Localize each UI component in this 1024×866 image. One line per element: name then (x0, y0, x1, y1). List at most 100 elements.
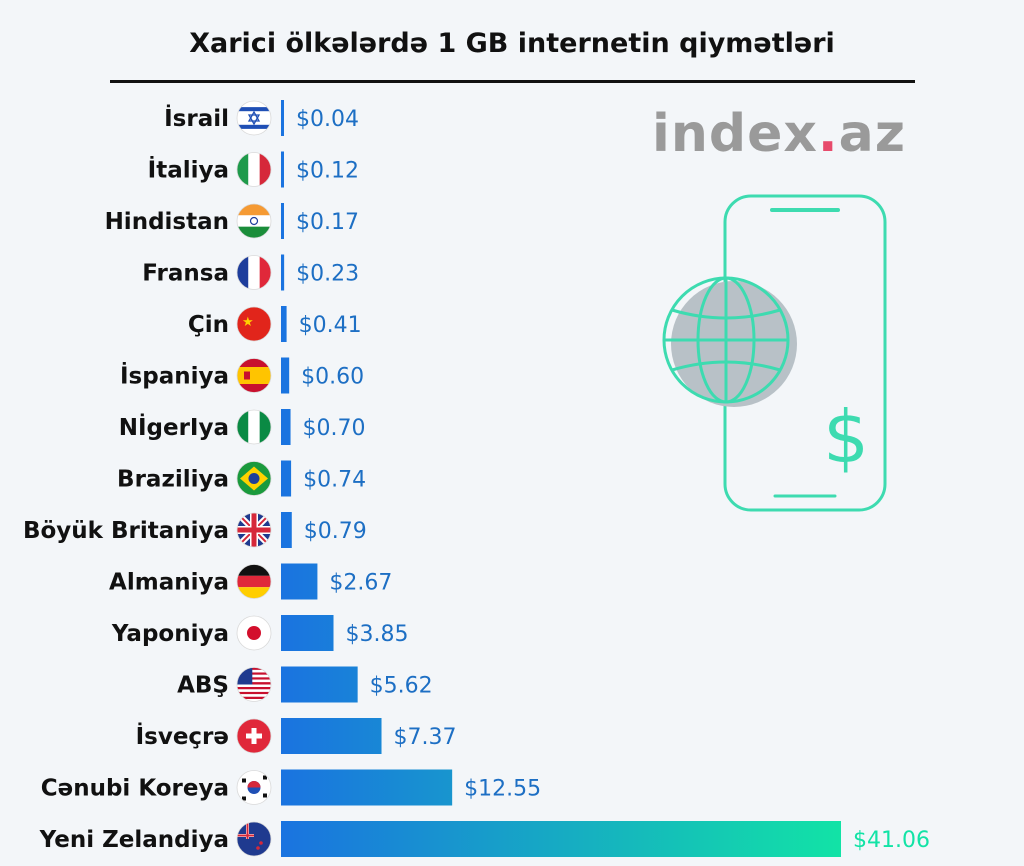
germany-flag-icon (237, 564, 271, 599)
bar-row: İspaniya $0.60 (120, 357, 364, 394)
bar (281, 769, 453, 806)
bar-row: İsveçrə $7.37 (136, 718, 457, 754)
flag-part (259, 410, 271, 444)
flag-part (259, 152, 271, 187)
flag-part (249, 216, 259, 226)
flag-part (263, 775, 267, 780)
flag-border (236, 821, 272, 857)
category-label: Çin (188, 312, 229, 338)
bar-row: Böyük Britaniya $0.79 (23, 512, 367, 548)
category-label: Yeni Zelandiya (39, 827, 229, 853)
flag-part (237, 677, 271, 680)
flag-part (237, 410, 249, 444)
flag-border (236, 615, 272, 651)
flag-part (237, 307, 271, 341)
bar (281, 615, 334, 651)
bar-row: Hindistan $0.17 (105, 203, 359, 239)
flag-part (259, 255, 271, 290)
bar (281, 460, 292, 497)
dollar-icon: $ (823, 395, 869, 479)
bar-row: NİgerIya $0.70 (119, 409, 366, 445)
spain-flag-icon (237, 358, 271, 393)
value-label: $12.55 (464, 777, 541, 802)
category-label: İspaniya (120, 362, 229, 390)
value-label: $0.12 (296, 159, 359, 184)
flag-part (237, 672, 271, 675)
flag-part (237, 587, 271, 599)
bar (281, 512, 292, 548)
flag-part (248, 473, 260, 484)
flag-part (237, 107, 271, 112)
flag-part (237, 682, 271, 685)
globe-icon (662, 276, 797, 407)
flag-border (236, 203, 272, 239)
flag-border (236, 512, 272, 548)
logo-tld: az (838, 104, 906, 164)
category-label: ABŞ (177, 673, 229, 699)
flag-part (237, 684, 271, 687)
flag-part (237, 667, 271, 670)
chart-title: Xarici ölkələrdə 1 GB internetin qiymətl… (189, 28, 835, 59)
flag-part (237, 367, 271, 384)
bar-row: Fransa $0.23 (142, 254, 359, 291)
title-divider (110, 80, 915, 83)
bar (281, 409, 291, 445)
flag-part (237, 694, 271, 697)
flag-border (236, 409, 272, 445)
category-label: Böyük Britaniya (23, 518, 229, 544)
flag-part (246, 822, 249, 839)
value-label: $0.04 (296, 107, 359, 132)
flag-part (248, 255, 260, 290)
flag-part (256, 846, 260, 850)
bar-row: ABŞ $5.62 (177, 666, 433, 703)
uk-flag-icon (237, 513, 271, 547)
category-label: Cənubi Koreya (41, 776, 229, 802)
flag-border (236, 564, 272, 599)
flag-part (247, 626, 261, 640)
flag-part (237, 152, 249, 187)
value-label: $7.37 (394, 725, 457, 750)
value-label: $5.62 (370, 674, 433, 699)
flag-part (237, 564, 271, 576)
flag-part (263, 793, 267, 798)
phone-globe-dollar-icon: $ (662, 194, 887, 512)
israel-flag-icon (237, 101, 271, 135)
flag-part (237, 101, 271, 135)
flag-part (237, 822, 271, 856)
flag-border (236, 461, 272, 496)
category-label: Almaniya (109, 570, 229, 596)
new-zealand-flag-icon (237, 822, 271, 856)
flag-part (237, 527, 271, 533)
value-label: $0.74 (303, 468, 366, 493)
flag-part (244, 371, 250, 380)
bar (281, 203, 284, 239)
flag-border (236, 358, 272, 393)
category-label: Fransa (142, 261, 229, 287)
flag-part (237, 215, 271, 227)
flag-part (237, 834, 254, 837)
south-korea-flag-icon (237, 770, 271, 805)
value-label: $0.60 (301, 365, 364, 390)
bar (281, 563, 318, 600)
value-label: $0.41 (299, 313, 362, 338)
category-label: Yaponiya (111, 621, 229, 647)
flag-part (242, 778, 246, 783)
italy-flag-icon (237, 152, 271, 187)
bar-row: İtaliya $0.12 (148, 151, 359, 188)
category-label: İtaliya (148, 156, 229, 184)
flag-border (236, 770, 272, 805)
bar (281, 100, 284, 136)
bar (281, 254, 285, 291)
usa-flag-icon (237, 667, 271, 702)
flag-part (247, 110, 261, 122)
nigeria-flag-icon (237, 410, 271, 444)
flag-border (236, 152, 272, 187)
bar-row: Çin ★ $0.41 (188, 306, 362, 342)
flag-part (237, 255, 249, 290)
bar-row: Braziliya $0.74 (117, 460, 366, 497)
value-label: $2.67 (329, 571, 392, 596)
flag-part (237, 669, 271, 673)
india-flag-icon (237, 204, 271, 238)
japan-flag-icon (237, 616, 271, 650)
